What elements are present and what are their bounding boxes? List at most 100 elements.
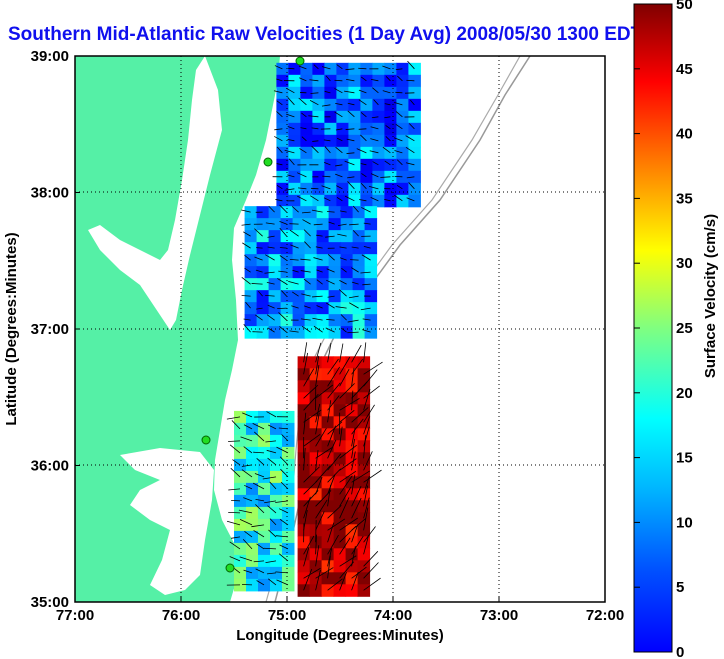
velocity-cell [324, 170, 337, 184]
velocity-arrow [244, 267, 251, 273]
velocity-arrow [266, 314, 275, 321]
velocity-cell [244, 278, 258, 291]
velocity-arrow [315, 403, 321, 423]
velocity-arrow [339, 517, 358, 531]
velocity-cell [384, 110, 397, 124]
velocity-cell [360, 170, 373, 184]
velocity-arrow [254, 473, 265, 478]
velocity-cell [336, 134, 349, 148]
velocity-arrow [363, 577, 381, 591]
velocity-arrow [256, 458, 265, 466]
velocity-arrow [346, 78, 355, 82]
velocity-arrow [313, 257, 323, 261]
colorbar-tick-label: 35 [676, 190, 693, 207]
velocity-cell [324, 122, 337, 136]
velocity-arrow [351, 344, 362, 363]
velocity-cell [309, 560, 323, 573]
velocity-arrow [243, 323, 251, 333]
velocity-arrow [327, 425, 336, 447]
x-tick-label: 72:00 [586, 607, 624, 624]
velocity-arrow [335, 128, 343, 131]
velocity-cell [246, 458, 259, 472]
velocity-arrow [262, 476, 277, 480]
velocity-cell [312, 86, 325, 100]
velocity-arrow [276, 446, 289, 454]
velocity-cell [396, 98, 409, 112]
velocity-cell [304, 290, 318, 303]
velocity-cell [309, 428, 323, 441]
velocity-arrow [286, 113, 295, 118]
velocity-arrow [327, 484, 332, 507]
velocity-arrow [372, 161, 379, 166]
velocity-arrow [301, 112, 307, 118]
radar-site-marker [295, 56, 305, 66]
velocity-arrow [278, 553, 289, 562]
velocity-arrow [327, 254, 335, 261]
velocity-cell [364, 314, 378, 327]
velocity-cell [364, 266, 378, 279]
velocity-arrow [363, 562, 379, 579]
velocity-arrow [349, 302, 359, 309]
velocity-arrow [267, 578, 277, 586]
velocity-cell [282, 578, 295, 592]
velocity-arrow [339, 572, 347, 591]
velocity-arrow [241, 469, 253, 478]
velocity-cell [333, 440, 347, 453]
velocity-arrow [311, 209, 323, 213]
velocity-cell [309, 440, 323, 453]
velocity-cell [345, 560, 359, 573]
velocity-arrow [315, 499, 328, 519]
velocity-arrow [266, 449, 277, 454]
velocity-cell [258, 470, 271, 484]
velocity-cell [270, 434, 283, 448]
velocity-arrow [287, 97, 295, 106]
velocity-arrow [279, 204, 287, 213]
velocity-cell [282, 566, 295, 580]
velocity-arrow [370, 126, 379, 130]
velocity-cell [292, 302, 306, 315]
velocity-arrow [326, 268, 335, 273]
velocity-arrow [268, 529, 277, 538]
velocity-cell [408, 110, 421, 124]
velocity-cell [297, 464, 311, 477]
velocity-arrow [382, 146, 391, 154]
velocity-cell [246, 494, 259, 508]
velocity-cell [288, 170, 301, 184]
velocity-arrow [362, 283, 371, 286]
velocity-cell [300, 158, 313, 172]
velocity-arrow [279, 255, 287, 261]
velocity-arrow [347, 102, 355, 106]
velocity-arrow [255, 498, 265, 502]
velocity-arrow [327, 358, 339, 375]
velocity-arrow [339, 409, 355, 423]
velocity-cell [348, 194, 361, 208]
velocity-arrow [291, 305, 299, 309]
velocity-arrow [232, 459, 241, 466]
velocity-cell [297, 452, 311, 465]
velocity-arrow [324, 90, 331, 94]
velocity-arrow [347, 110, 355, 118]
velocity-arrow [254, 431, 265, 442]
velocity-arrow [242, 539, 253, 550]
velocity-arrow [351, 267, 359, 273]
velocity-cell [246, 578, 259, 592]
velocity-arrow [326, 279, 335, 285]
velocity-arrow [315, 246, 323, 249]
velocity-cell [288, 74, 301, 88]
velocity-cell [309, 368, 323, 381]
velocity-arrow [327, 468, 341, 483]
velocity-cell [244, 326, 258, 339]
velocity-cell [256, 278, 270, 291]
velocity-cell [270, 410, 283, 424]
velocity-arrow [269, 481, 277, 490]
velocity-cell [321, 416, 335, 429]
velocity-arrow [323, 139, 331, 142]
velocity-cell [256, 266, 270, 279]
velocity-cell [333, 368, 347, 381]
velocity-cell [234, 446, 247, 460]
velocity-cell [258, 446, 271, 460]
radar-site-marker [201, 435, 211, 445]
velocity-cell [270, 458, 283, 472]
velocity-arrow [315, 365, 320, 387]
velocity-cell [396, 146, 409, 160]
